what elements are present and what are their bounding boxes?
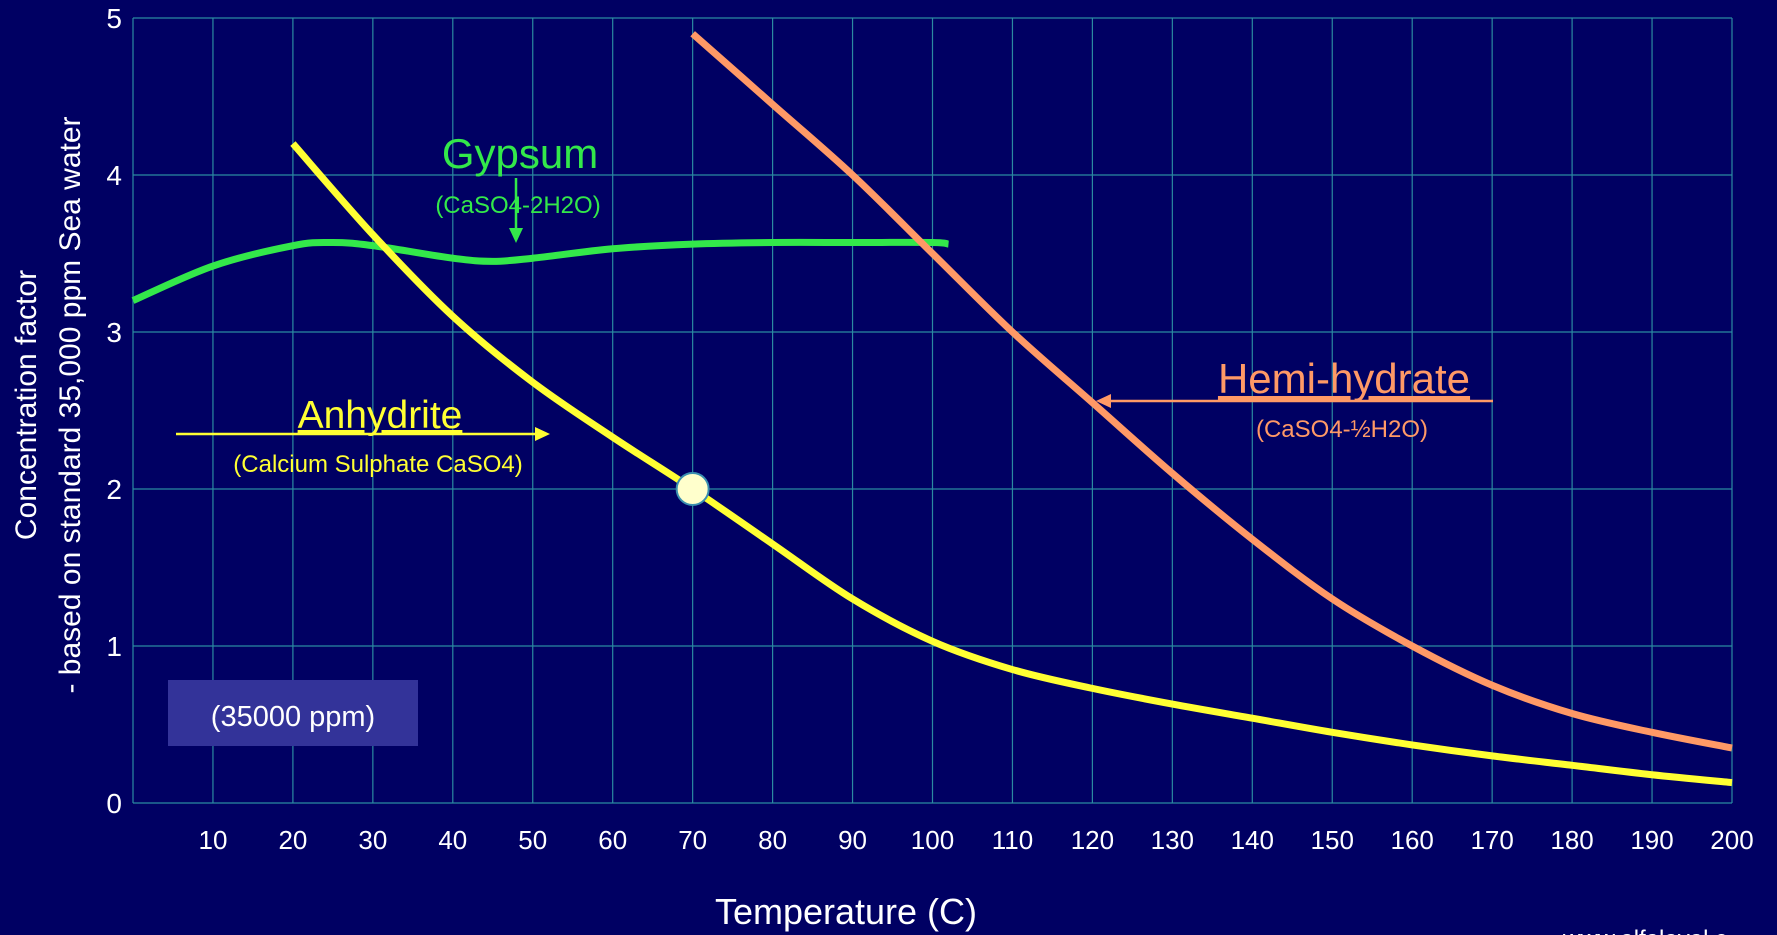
gypsum-formula: (CaSO4-2H2O) <box>435 192 600 219</box>
anhydrite-label: Anhydrite <box>298 394 463 437</box>
ppm-box-background <box>168 680 418 746</box>
x-tick-label: 110 <box>992 825 1033 855</box>
y-tick-label: 4 <box>106 160 122 191</box>
x-tick-label: 40 <box>438 825 467 855</box>
gypsum-label: Gypsum <box>442 130 598 177</box>
y-tick-label: 0 <box>106 788 122 819</box>
x-tick-label: 130 <box>1151 825 1194 855</box>
anhydrite-arrow-head <box>535 427 550 441</box>
gypsum-curve <box>131 238 950 304</box>
curve-layer <box>131 31 1733 787</box>
y-axis-title-line1: Concentration factor <box>10 270 43 540</box>
axis-layer: Temperature (C) Concentration factor - b… <box>10 3 1754 935</box>
x-tick-label: 100 <box>911 825 954 855</box>
x-tick-label: 80 <box>758 825 787 855</box>
anhydrite-formula: (Calcium Sulphate CaSO4) <box>233 451 522 478</box>
y-tick-label: 2 <box>106 474 122 505</box>
grid-layer <box>132 17 1733 804</box>
hemihydrate-label: Hemi-hydrate <box>1218 355 1470 402</box>
gypsum-arrow-head <box>509 228 523 243</box>
x-tick-label: 70 <box>678 825 707 855</box>
hemihydrate-curve <box>690 31 1733 752</box>
x-tick-label: 90 <box>838 825 867 855</box>
y-axis-title-line2: - based on standard 35,000 ppm Sea water <box>54 116 87 693</box>
x-tick-label: 140 <box>1231 825 1274 855</box>
x-tick-label: 120 <box>1071 825 1114 855</box>
x-tick-label: 30 <box>358 825 387 855</box>
x-tick-label: 60 <box>598 825 627 855</box>
x-tick-label: 150 <box>1311 825 1354 855</box>
ppm-box-label: (35000 ppm) <box>211 701 375 733</box>
anhydrite-curve <box>290 141 1733 787</box>
y-tick-label: 5 <box>106 3 122 34</box>
x-tick-label: 190 <box>1630 825 1673 855</box>
hemihydrate-arrow-head <box>1096 394 1111 408</box>
x-tick-label: 170 <box>1470 825 1513 855</box>
y-tick-label: 3 <box>106 317 122 348</box>
x-tick-label: 50 <box>518 825 547 855</box>
x-tick-label: 160 <box>1391 825 1434 855</box>
hemihydrate-formula: (CaSO4-½H2O) <box>1256 416 1428 443</box>
x-tick-label: 200 <box>1710 825 1753 855</box>
x-tick-label: 180 <box>1550 825 1593 855</box>
intersection-marker <box>675 472 710 506</box>
footer-url: www.alfalaval.c <box>1562 926 1727 935</box>
x-axis-title: Temperature (C) <box>715 891 977 932</box>
x-tick-label: 10 <box>198 825 227 855</box>
x-tick-label: 20 <box>278 825 307 855</box>
y-tick-label: 1 <box>106 631 122 662</box>
annotation-layer: (35000 ppm) Gypsum (CaSO4-2H2O) Anhydrit… <box>168 130 1493 746</box>
